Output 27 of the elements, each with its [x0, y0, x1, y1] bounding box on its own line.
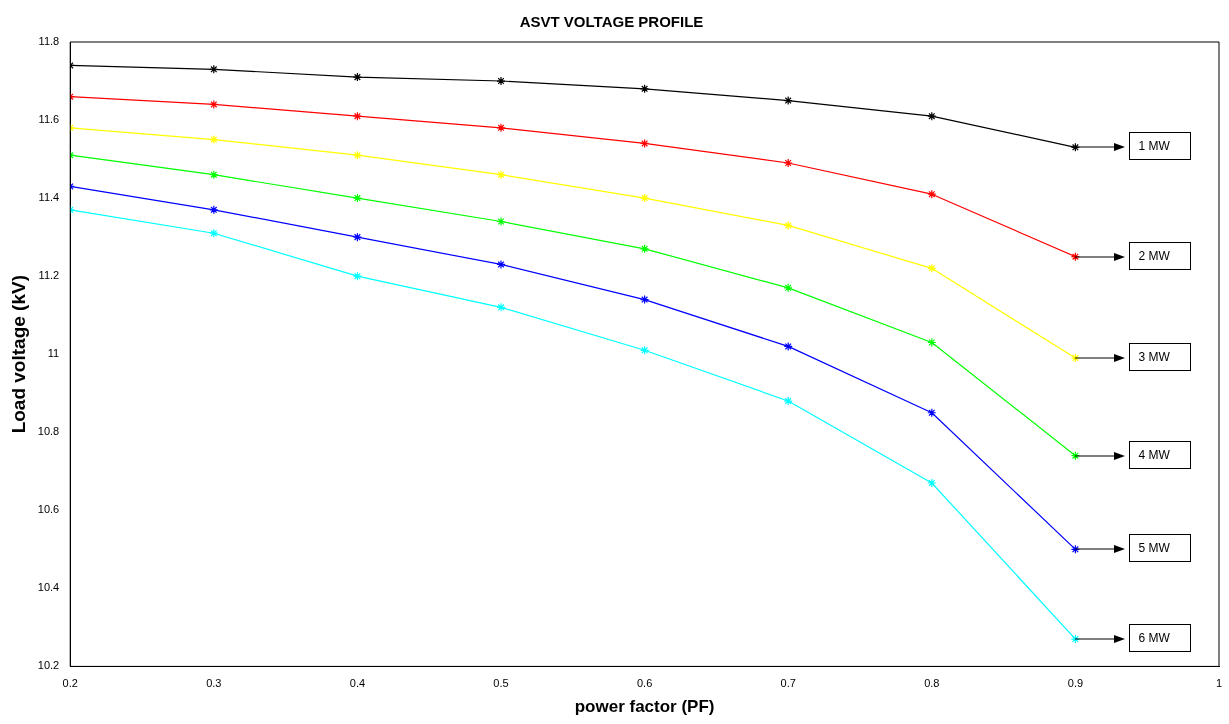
x-tick-label: 0.9 — [1067, 677, 1084, 690]
y-tick-label: 10.6 — [37, 503, 60, 516]
annotation: 2 MW — [1129, 241, 1192, 270]
y-tick-label: 11.8 — [38, 35, 60, 48]
annotation: 4 MW — [1129, 440, 1192, 469]
y-tick-label: 10.8 — [37, 425, 60, 438]
y-tick-label: 11.4 — [38, 191, 60, 204]
annotation: 1 MW — [1129, 132, 1192, 161]
x-tick-label: 0.3 — [206, 677, 222, 690]
annotation: 6 MW — [1129, 624, 1192, 653]
y-tick-label: 11.6 — [38, 113, 60, 126]
y-tick-label: 11 — [47, 347, 60, 360]
annotation: 3 MW — [1129, 343, 1192, 372]
x-tick-label: 0.8 — [924, 677, 940, 690]
x-tick-label: 0.4 — [349, 677, 366, 690]
y-axis-title: Load voltage (kV) — [7, 275, 29, 434]
x-tick-label: 0.6 — [636, 677, 653, 690]
annotation: 5 MW — [1129, 534, 1192, 563]
x-tick-label: 0.7 — [780, 677, 796, 690]
x-axis-title: power factor (PF) — [574, 697, 715, 717]
x-tick-label: 0.5 — [493, 677, 509, 690]
y-tick-label: 10.2 — [37, 659, 60, 672]
y-tick-label: 11.2 — [38, 269, 60, 282]
chart-title: ASVT VOLTAGE PROFILE — [519, 13, 704, 31]
y-tick-label: 10.4 — [37, 581, 60, 594]
x-tick-label: 1 — [1215, 677, 1223, 690]
x-tick-label: 0.2 — [62, 677, 78, 690]
